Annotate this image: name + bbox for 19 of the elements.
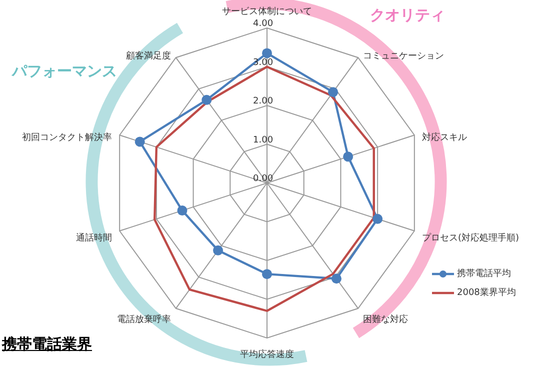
spoke-label: 平均応答速度 [240, 349, 294, 360]
spoke-label: 困難な対応 [362, 314, 408, 326]
y-tick-label: 1.00 [253, 135, 274, 146]
spoke-label: 初回コンタクト解決率 [22, 132, 112, 143]
legend-label: 2008業界平均 [457, 286, 516, 299]
spoke-label: コミュニケーション [362, 51, 444, 62]
y-tick-label: 0.00 [253, 174, 274, 184]
legend-label: 携帯電話平均 [457, 268, 511, 280]
spoke-label: 電話放棄呼率 [117, 314, 172, 326]
y-tick-label: 4.00 [253, 19, 274, 29]
spoke-label: 通話時間 [76, 232, 112, 244]
y-tick-label: 2.00 [253, 96, 274, 106]
text: クオリティ [370, 6, 445, 25]
spoke-label: プロセス(対応処理手順) [422, 232, 520, 244]
text: 携帯電話業界 [2, 335, 92, 354]
spoke-label: 対応スキル [422, 132, 468, 143]
text: パフォーマンス [12, 62, 117, 81]
spoke-label: 顧客満足度 [126, 50, 172, 62]
spoke-label: サービス体制について [222, 6, 312, 18]
